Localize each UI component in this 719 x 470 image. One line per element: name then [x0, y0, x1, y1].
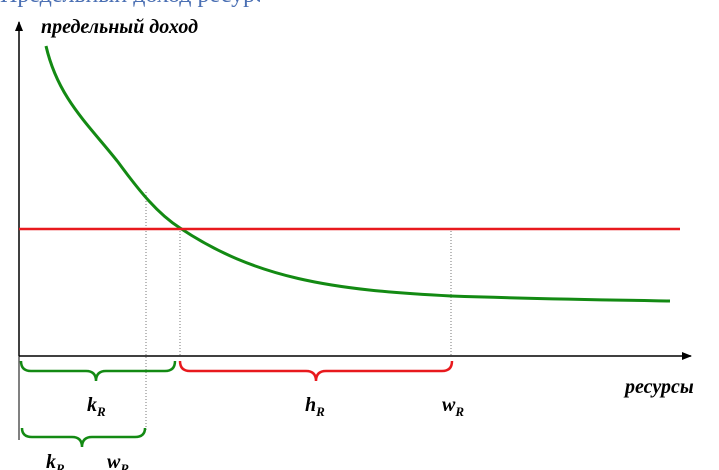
label-wR-upper: wR	[442, 394, 464, 419]
label-wR-lower: wR	[107, 451, 129, 470]
label-kR-upper: kR	[87, 394, 106, 419]
label-hR: hR	[305, 394, 325, 419]
header-fragment: Предельный доход ресурса	[0, 0, 260, 10]
label-kR-lower: kR	[46, 451, 65, 470]
bracket-kR-lower	[20, 427, 147, 448]
bracket-kR-upper	[19, 360, 177, 382]
marginal-revenue-curve	[44, 45, 671, 303]
x-axis-label: ресурсы	[623, 376, 694, 398]
y-axis-label: предельный доход	[41, 16, 198, 38]
bracket-hR	[178, 360, 454, 382]
